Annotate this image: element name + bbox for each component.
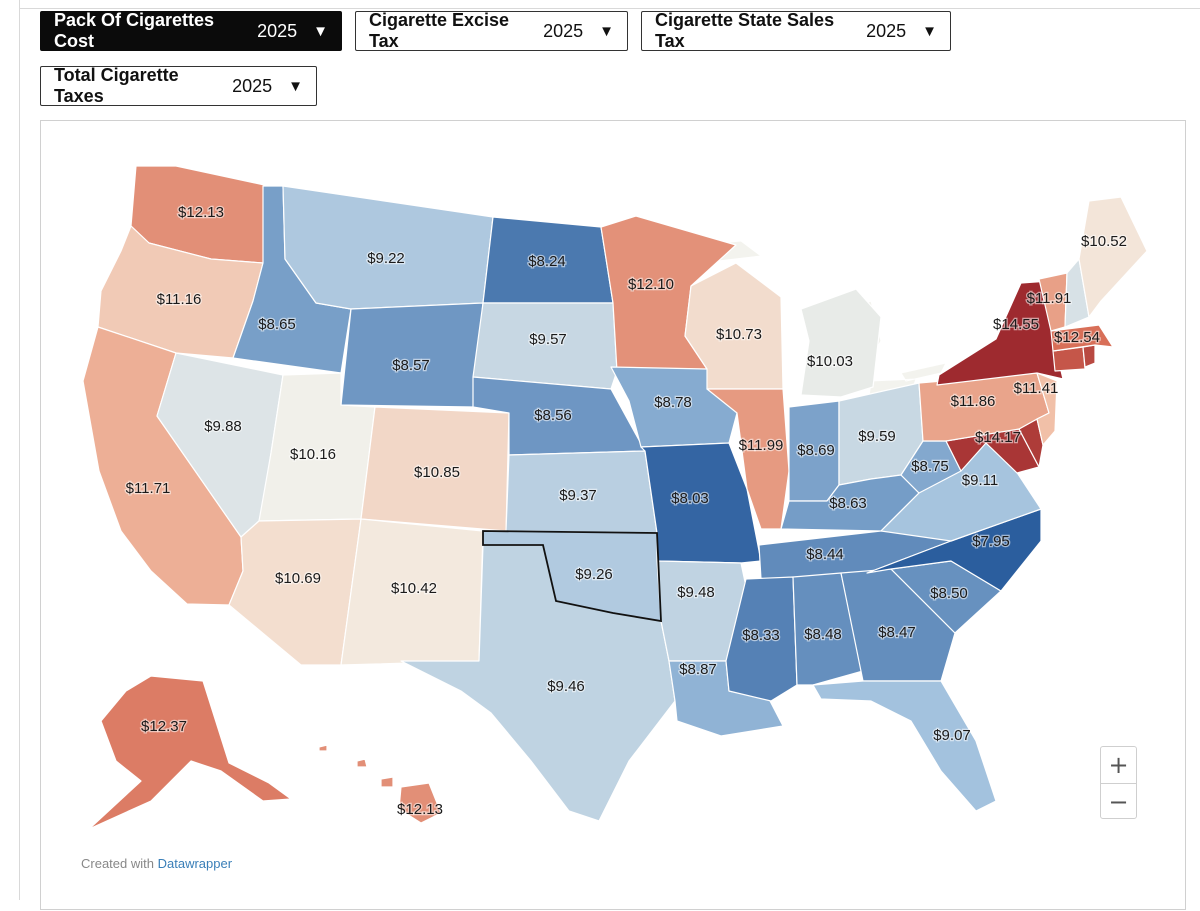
state-ri[interactable] [1082,344,1096,368]
state-value-label-nm: $10.42 [391,580,437,597]
state-value-label-il: $11.99 [739,437,784,454]
state-value-label-az: $10.69 [275,570,321,587]
state-value-label-ms: $8.33 [742,627,780,644]
state-value-label-ny: $14.55 [993,316,1039,333]
state-value-label-tx: $9.46 [547,678,585,695]
state-value-label-ks: $9.37 [559,487,597,504]
state-value-label-nv: $9.88 [204,418,242,435]
state-value-label-ne: $8.56 [534,407,572,424]
state-value-label-sd: $9.57 [529,331,567,348]
state-value-label-oh: $9.59 [858,428,896,445]
filter-total-taxes-dropdown[interactable]: Total Cigarette Taxes 2025 ▼ [40,65,317,106]
state-value-label-ky: $8.63 [829,495,867,512]
state-value-label-ca: $11.71 [126,480,171,497]
filter-year: 2025 [543,20,584,41]
state-ma[interactable] [1050,324,1114,352]
state-value-label-id: $8.65 [258,316,296,333]
state-value-label-fl: $9.07 [933,727,971,744]
state-value-label-co: $10.85 [414,464,460,481]
state-ak[interactable] [88,675,292,830]
top-divider [20,8,1200,9]
state-highlight-outline [482,530,662,623]
left-divider [19,0,20,900]
map-panel: $12.13 $11.16 $11.71 $8.65 $9.88 $9.22 $8.57 $1… [40,120,1186,910]
caret-down-icon: ▼ [288,77,303,95]
filter-label: Cigarette Excise Tax [369,10,510,51]
state-value-label-wy: $8.57 [392,357,430,374]
state-value-label-ma: $12.54 [1054,329,1100,346]
state-az[interactable] [228,518,362,666]
state-value-label-va: $9.11 [962,472,998,489]
state-value-label-pa: $11.86 [951,393,996,410]
state-nj[interactable] [1036,372,1058,446]
caret-down-icon: ▼ [313,22,328,40]
zoom-controls: + − [1100,746,1137,819]
state-value-label-mt: $9.22 [367,250,405,267]
filter-year: 2025 [866,20,907,41]
state-value-label-sc: $8.50 [930,585,968,602]
state-value-label-ak: $12.37 [141,718,187,735]
state-value-label-nd: $8.24 [528,253,566,270]
state-wy[interactable] [340,302,484,408]
state-value-label-or: $11.16 [157,291,202,308]
state-value-label-tn: $8.44 [806,546,844,563]
datawrapper-link[interactable]: Datawrapper [157,856,233,871]
state-mt[interactable] [282,185,494,310]
state-value-label-nc: $7.95 [972,533,1010,550]
credit-prefix: Created with [81,856,154,871]
caret-down-icon: ▼ [922,22,937,40]
state-value-label-wv: $8.75 [911,458,949,475]
state-value-label-me: $10.52 [1081,233,1127,250]
state-value-label-mo: $8.03 [671,490,709,507]
filter-state-sales-tax-dropdown[interactable]: Cigarette State Sales Tax 2025 ▼ [641,10,951,51]
state-value-label-ok: $9.26 [575,566,613,583]
filter-year: 2025 [232,75,273,96]
state-value-label-ar: $9.48 [677,584,715,601]
state-value-label-nj: $11.41 [1014,380,1059,397]
state-mi[interactable] [800,288,882,398]
us-choropleth-map[interactable]: $12.13 $11.16 $11.71 $8.65 $9.88 $9.22 $8.57 $1… [41,121,1187,911]
filter-label: Pack Of Cigarettes Cost [54,10,215,51]
state-il[interactable] [706,388,790,530]
credit-line: Created with Datawrapper [81,856,232,871]
state-value-label-ut: $10.16 [290,446,336,463]
filter-pack-cost-dropdown[interactable]: Pack Of Cigarettes Cost 2025 ▼ [40,10,342,51]
state-value-label-ga: $8.47 [878,624,916,641]
state-value-labels: $12.13 $11.16 $11.71 $8.65 $9.88 $9.22 $8.57 $1… [124,203,1128,820]
state-fl[interactable] [812,680,997,812]
state-value-label-vt: $11.91 [1027,290,1072,307]
filter-label: Cigarette State Sales Tax [655,10,835,51]
state-value-label-hi: $12.13 [397,801,443,818]
state-value-label-md: $14.17 [975,429,1021,446]
state-hi[interactable] [318,744,442,824]
state-value-label-ia: $8.78 [654,394,692,411]
state-value-label-mi: $10.03 [807,353,853,370]
filter-year: 2025 [257,20,298,41]
state-me[interactable] [1078,196,1148,318]
caret-down-icon: ▼ [599,22,614,40]
state-value-label-in: $8.69 [797,442,835,459]
zoom-in-button[interactable]: + [1108,751,1129,779]
state-value-label-la: $8.87 [679,661,717,678]
filter-label: Total Cigarette Taxes [54,65,179,106]
state-value-label-wi: $10.73 [716,326,762,343]
state-value-label-al: $8.48 [804,626,842,643]
state-value-label-mn: $12.10 [628,276,674,293]
state-al[interactable] [792,572,864,686]
zoom-out-button[interactable]: − [1101,783,1136,820]
state-sd[interactable] [472,302,618,390]
filter-excise-tax-dropdown[interactable]: Cigarette Excise Tax 2025 ▼ [355,10,628,51]
state-value-label-wa: $12.13 [178,204,224,221]
